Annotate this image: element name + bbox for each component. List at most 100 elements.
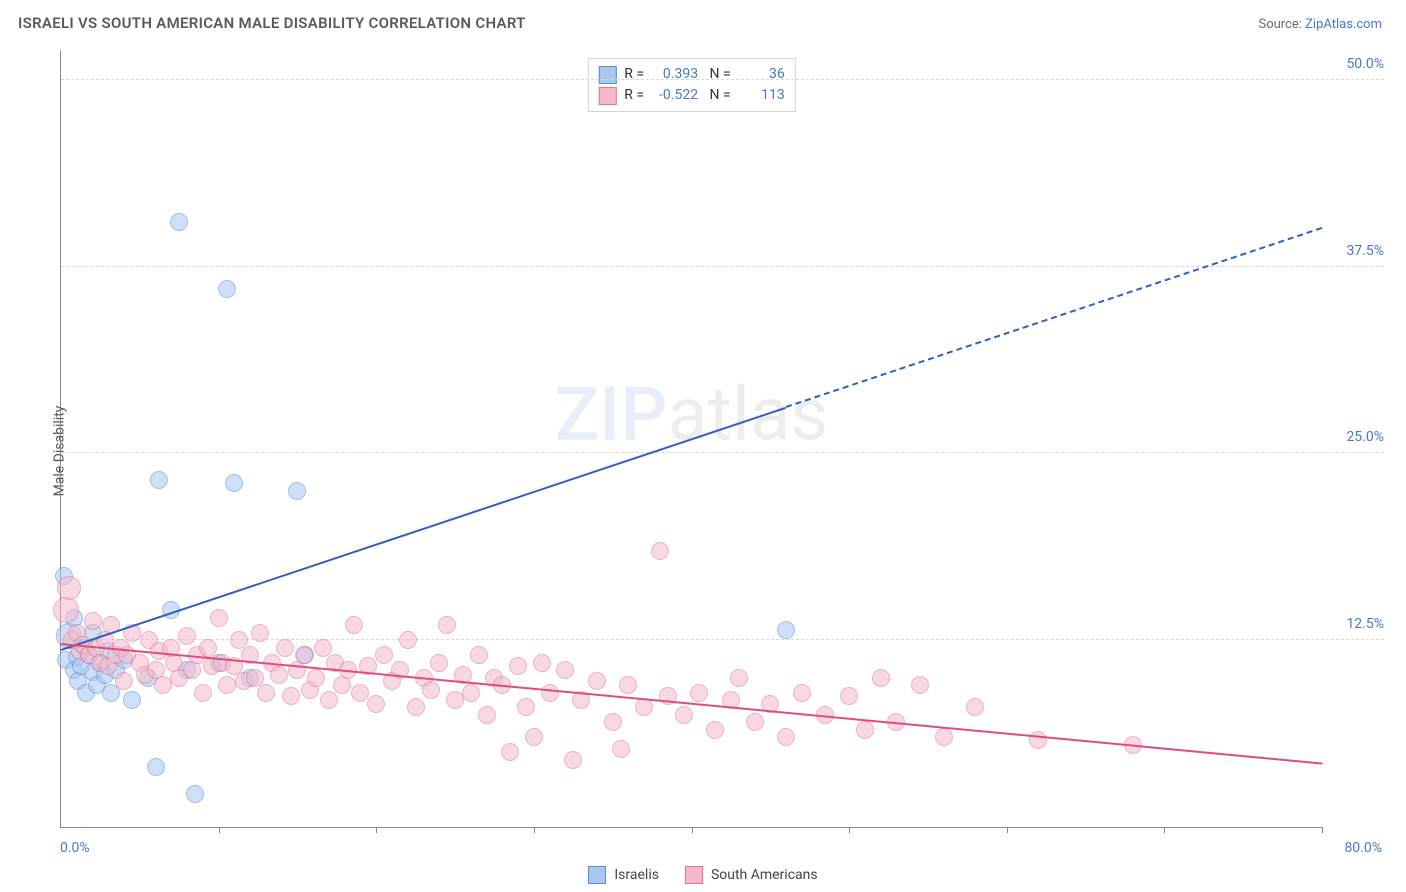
legend-item: South Americans <box>685 866 818 884</box>
scatter-point <box>612 740 630 758</box>
scatter-point <box>257 684 275 702</box>
scatter-point <box>375 646 393 664</box>
gridline <box>61 79 1384 80</box>
scatter-point <box>295 646 313 664</box>
source-link[interactable]: ZipAtlas.com <box>1305 17 1382 32</box>
legend-item: Israelis <box>588 866 659 884</box>
scatter-point <box>57 576 81 600</box>
legend-label: South Americans <box>711 867 818 883</box>
x-axis-max-label: 80.0% <box>1344 840 1382 856</box>
scatter-point <box>730 669 748 687</box>
scatter-point <box>517 698 535 716</box>
legend-label: Israelis <box>614 867 659 883</box>
stat-r-value: 0.393 <box>652 64 698 85</box>
scatter-point <box>210 609 228 627</box>
scatter-point <box>225 474 243 492</box>
scatter-point <box>635 698 653 716</box>
scatter-point <box>690 684 708 702</box>
plot-area: ZIPatlas R =0.393 N =36R =-0.522 N =113 … <box>60 50 1322 828</box>
chart-title: ISRAELI VS SOUTH AMERICAN MALE DISABILIT… <box>18 14 526 32</box>
scatter-point <box>470 646 488 664</box>
scatter-point <box>509 657 527 675</box>
scatter-point <box>351 684 369 702</box>
scatter-point <box>777 621 795 639</box>
scatter-point <box>604 713 622 731</box>
x-tick-mark <box>849 827 850 833</box>
stats-row: R =-0.522 N =113 <box>598 85 784 106</box>
legend-swatch <box>598 87 616 105</box>
scatter-point <box>746 713 764 731</box>
source-attribution: Source: ZipAtlas.com <box>1258 17 1382 32</box>
legend-swatch <box>685 866 703 884</box>
scatter-point <box>399 631 417 649</box>
scatter-point <box>407 698 425 716</box>
scatter-point <box>422 681 440 699</box>
scatter-point <box>367 695 385 713</box>
legend-swatch <box>588 866 606 884</box>
legend: Israelis South Americans <box>0 866 1406 884</box>
scatter-point <box>270 666 288 684</box>
scatter-point <box>194 684 212 702</box>
scatter-point <box>541 684 559 702</box>
scatter-point <box>307 669 325 687</box>
x-tick-mark <box>1164 827 1165 833</box>
scatter-point <box>777 728 795 746</box>
stat-r-label: R = <box>624 85 644 106</box>
scatter-point <box>170 213 188 231</box>
scatter-point <box>150 471 168 489</box>
scatter-point <box>462 684 480 702</box>
trend-line <box>61 406 787 650</box>
scatter-point <box>430 654 448 672</box>
x-tick-mark <box>1322 827 1323 833</box>
trend-line <box>786 227 1323 408</box>
scatter-point <box>282 687 300 705</box>
trend-line <box>61 643 1322 765</box>
scatter-point <box>84 612 102 630</box>
scatter-point <box>1029 731 1047 749</box>
y-tick-label: 12.5% <box>1346 616 1384 632</box>
scatter-point <box>651 542 669 560</box>
correlation-stats-box: R = 0.393 N = 36R =-0.522 N =113 <box>587 58 795 112</box>
scatter-point <box>199 639 217 657</box>
y-tick-label: 37.5% <box>1346 243 1384 259</box>
scatter-point <box>218 676 236 694</box>
scatter-point <box>525 728 543 746</box>
scatter-point <box>533 654 551 672</box>
scatter-point <box>314 639 332 657</box>
gridline <box>61 266 1384 267</box>
stat-n-value: 36 <box>739 64 785 85</box>
stat-n-label: N = <box>706 85 731 106</box>
legend-swatch <box>598 66 616 84</box>
scatter-point <box>53 597 79 623</box>
scatter-point <box>218 280 236 298</box>
x-tick-mark <box>376 827 377 833</box>
scatter-point <box>911 676 929 694</box>
scatter-point <box>320 691 338 709</box>
scatter-point <box>288 482 306 500</box>
stat-r-label: R = <box>624 64 644 85</box>
stat-n-label: N = <box>706 64 731 85</box>
scatter-point <box>872 669 890 687</box>
scatter-point <box>123 691 141 709</box>
scatter-point <box>675 706 693 724</box>
scatter-point <box>564 751 582 769</box>
scatter-point <box>793 684 811 702</box>
y-tick-label: 25.0% <box>1346 429 1384 445</box>
x-axis-origin-label: 0.0% <box>60 840 90 856</box>
scatter-point <box>478 706 496 724</box>
scatter-point <box>276 639 294 657</box>
scatter-point <box>501 743 519 761</box>
x-tick-mark <box>534 827 535 833</box>
scatter-point <box>588 672 606 690</box>
scatter-point <box>147 758 165 776</box>
scatter-point <box>706 721 724 739</box>
scatter-point <box>966 698 984 716</box>
watermark: ZIPatlas <box>555 372 829 459</box>
y-tick-label: 50.0% <box>1346 56 1384 72</box>
scatter-point <box>619 676 637 694</box>
scatter-point <box>438 616 456 634</box>
scatter-point <box>856 721 874 739</box>
scatter-point <box>345 616 363 634</box>
scatter-point <box>935 728 953 746</box>
scatter-point <box>115 672 133 690</box>
